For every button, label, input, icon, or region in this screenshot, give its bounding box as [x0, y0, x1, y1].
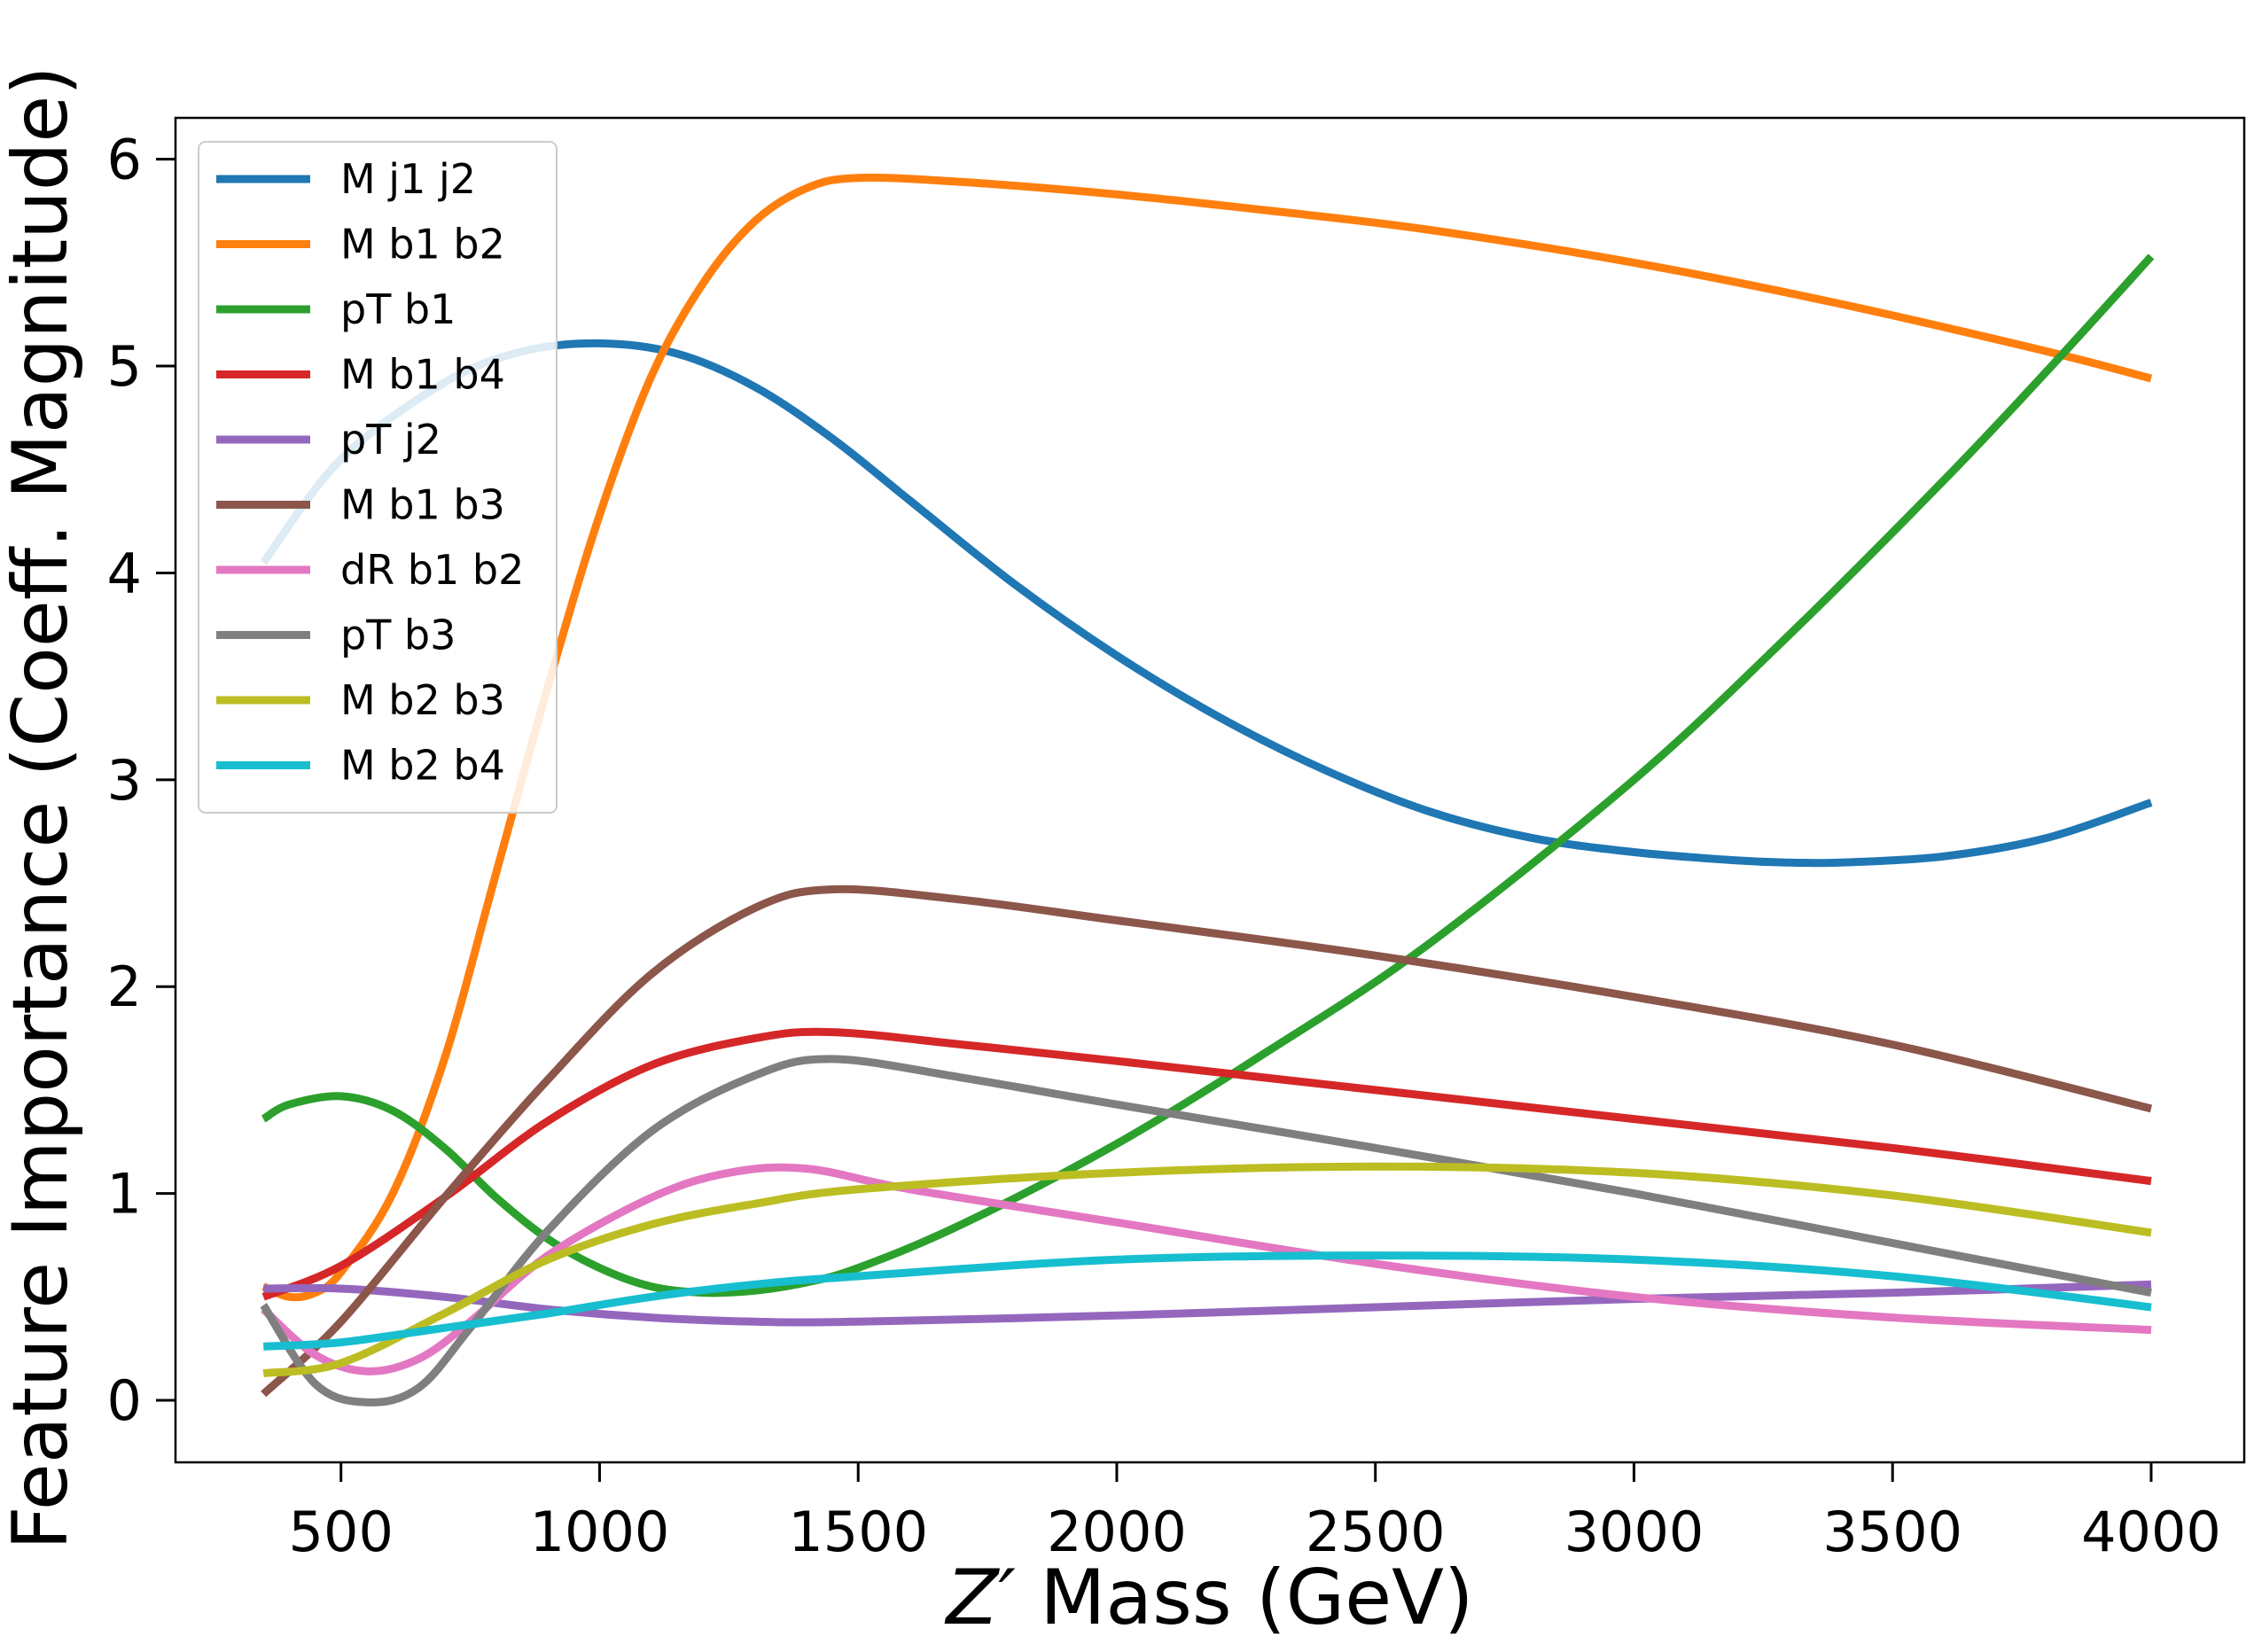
- series-line-m-b1-b2: [261, 173, 2153, 1302]
- x-axis-label-text: Mass (GeV): [1016, 1554, 1474, 1642]
- x-tick-label: 2500: [1306, 1500, 1446, 1564]
- y-tick-label: 6: [107, 128, 142, 192]
- y-tick-label: 2: [107, 955, 142, 1019]
- series-line-m-b1-b4: [261, 1027, 2152, 1301]
- legend-label: M b1 b4: [340, 351, 505, 399]
- y-tick-label: 3: [107, 748, 142, 813]
- legend-label: M b1 b2: [340, 221, 505, 269]
- legend-item-pt-b1: pT b1: [216, 285, 456, 333]
- series-line-pt-j2: [263, 1280, 2152, 1327]
- legend-item-dr-b1-b2: dR b1 b2: [216, 546, 524, 594]
- x-tick-label: 4000: [2081, 1500, 2221, 1564]
- legend-item-pt-b3: pT b3: [216, 612, 456, 659]
- legend-label: pT b3: [340, 612, 456, 659]
- legend-label: pT b1: [340, 285, 456, 333]
- legend-item-m-b2-b4: M b2 b4: [216, 742, 505, 790]
- y-axis-label: Feature Importance (Coeff. Magnitude): [0, 66, 85, 1550]
- y-tick-label: 1: [107, 1162, 142, 1227]
- legend-label: M b2 b4: [340, 742, 505, 790]
- x-axis-label-symbol: Z′: [944, 1554, 1015, 1642]
- legend-label: pT j2: [340, 416, 441, 464]
- y-tick-label: 4: [107, 541, 142, 605]
- series-line-pt-b3: [260, 1055, 2152, 1407]
- x-tick-label: 3500: [1822, 1500, 1962, 1564]
- legend: M j1 j2 M b1 b2 pT b1 M b1 b4 pT j2 M b1 b3 dR…: [198, 141, 558, 814]
- legend-label: M b2 b3: [340, 676, 505, 724]
- x-tick-label: 1500: [788, 1500, 928, 1564]
- x-tick-label: 3000: [1564, 1500, 1704, 1564]
- legend-item-m-b1-b3: M b1 b3: [216, 481, 505, 529]
- x-tick-label: 500: [289, 1500, 394, 1564]
- x-tick-label: 2000: [1047, 1500, 1187, 1564]
- legend-item-pt-j2: pT j2: [216, 416, 441, 464]
- series-line-dr-b1-b2: [261, 1163, 2152, 1375]
- legend-label: M j1 j2: [340, 155, 476, 203]
- series-line-m-b1-b3: [261, 884, 2153, 1398]
- legend-items: M j1 j2 M b1 b2 pT b1 M b1 b4 pT j2 M b1 b3 dR…: [216, 155, 524, 790]
- legend-item-m-b1-b4: M b1 b4: [216, 351, 505, 399]
- plot-frame: [174, 116, 2246, 1464]
- y-tick-label: 0: [107, 1368, 142, 1433]
- x-tick-label: 1000: [530, 1500, 670, 1564]
- legend-item-m-j1-j2: M j1 j2: [216, 155, 476, 203]
- x-axis-label: Z′ Mass (GeV): [944, 1554, 1473, 1642]
- ticks-layer: 500 1000 1500 2000 2500 3000 3500 4000 0 1 2 3 4 5 6: [107, 128, 2221, 1564]
- legend-label: M b1 b3: [340, 481, 505, 529]
- legend-item-m-b1-b2: M b1 b2: [216, 221, 505, 269]
- legend-label: dR b1 b2: [340, 546, 524, 594]
- legend-item-m-b2-b3: M b2 b3: [216, 676, 505, 724]
- series-line-m-b2-b3: [262, 1162, 2152, 1378]
- series-layer: [260, 173, 2155, 1407]
- y-tick-label: 5: [107, 334, 142, 399]
- series-line-m-b2-b4: [262, 1251, 2152, 1351]
